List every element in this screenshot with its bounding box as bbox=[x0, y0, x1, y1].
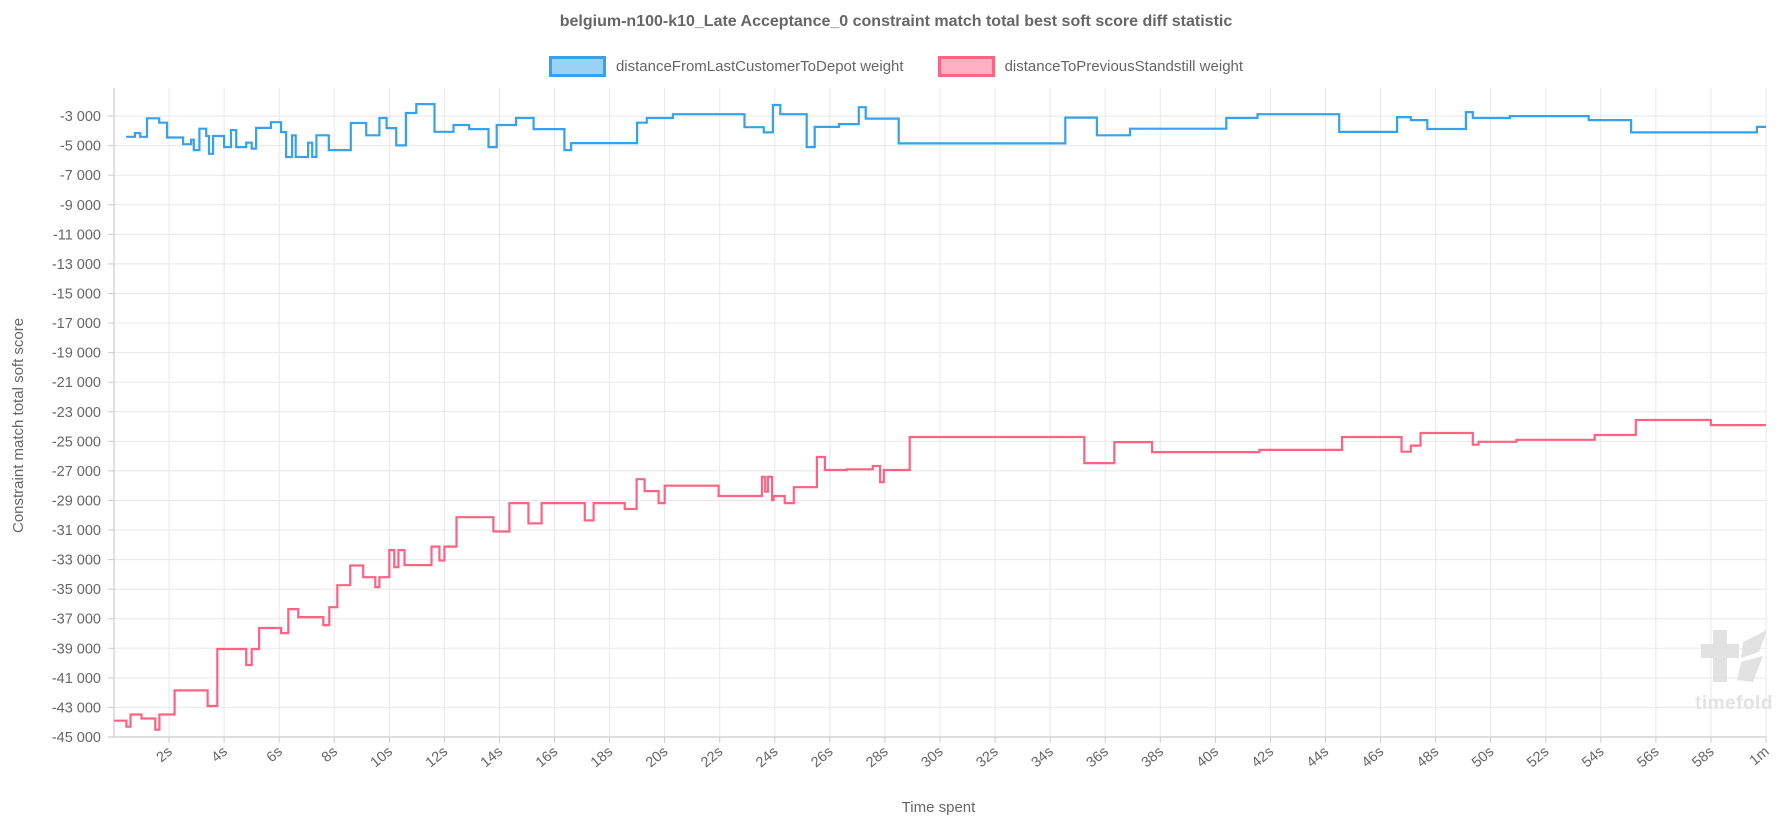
x-tick-label: 22s bbox=[698, 744, 726, 771]
x-tick-label: 26s bbox=[808, 744, 836, 771]
legend-swatch-pink-icon bbox=[937, 56, 995, 77]
y-tick-label: -15 000 bbox=[52, 286, 101, 302]
x-tick-label: 32s bbox=[973, 744, 1001, 771]
x-tick-label: 46s bbox=[1359, 744, 1387, 771]
y-tick-label: -31 000 bbox=[52, 523, 101, 539]
x-tick-label: 40s bbox=[1194, 744, 1222, 771]
y-tick-label: -3 000 bbox=[60, 109, 101, 125]
y-axis-title: Constraint match total soft score bbox=[10, 317, 27, 533]
x-tick-label: 14s bbox=[478, 744, 506, 771]
y-tick-label: -29 000 bbox=[52, 493, 101, 509]
x-axis-title: Time spent bbox=[901, 799, 976, 816]
x-tick-label: 18s bbox=[588, 744, 616, 771]
x-tick-label: 58s bbox=[1689, 744, 1717, 771]
x-tick-label: 34s bbox=[1029, 744, 1057, 771]
y-tick-label: -37 000 bbox=[52, 612, 101, 628]
x-tick-label: 6s bbox=[264, 744, 286, 766]
y-tick-label: -41 000 bbox=[52, 671, 101, 687]
y-tick-label: -17 000 bbox=[52, 316, 101, 332]
y-tick-label: -45 000 bbox=[52, 730, 101, 746]
x-tick-label: 28s bbox=[863, 744, 891, 771]
y-tick-label: -5 000 bbox=[60, 139, 101, 155]
x-tick-label: 16s bbox=[533, 744, 561, 771]
y-tick-label: -33 000 bbox=[52, 553, 101, 569]
timefold-logo-icon bbox=[1701, 630, 1767, 682]
x-tick-label: 30s bbox=[918, 744, 946, 771]
series-line-distanceFromLastCustomerToDepot bbox=[126, 103, 1766, 159]
chart-title: belgium-n100-k10_Late Acceptance_0 const… bbox=[559, 13, 1233, 30]
x-tick-label: 44s bbox=[1304, 744, 1332, 771]
x-tick-label: 50s bbox=[1469, 744, 1497, 771]
timefold-watermark-text: timefold bbox=[1695, 693, 1773, 714]
y-tick-label: -25 000 bbox=[52, 434, 101, 450]
x-tick-label: 24s bbox=[753, 744, 781, 771]
y-tick-label: -11 000 bbox=[53, 227, 101, 243]
y-tick-label: -9 000 bbox=[60, 198, 101, 214]
x-tick-label: 8s bbox=[319, 744, 341, 766]
y-tick-label: -35 000 bbox=[52, 582, 101, 598]
y-tick-label: -39 000 bbox=[52, 641, 101, 657]
y-tick-label: -43 000 bbox=[52, 700, 101, 716]
x-tick-label: 12s bbox=[423, 744, 451, 771]
x-tick-label: 10s bbox=[368, 744, 396, 771]
legend-label: distanceFromLastCustomerToDepot weight bbox=[615, 58, 904, 75]
x-tick-label: 38s bbox=[1139, 744, 1167, 771]
x-tick-label: 52s bbox=[1524, 744, 1552, 771]
x-tick-label: 56s bbox=[1634, 744, 1662, 771]
y-tick-label: -19 000 bbox=[52, 346, 101, 362]
y-tick-label: -13 000 bbox=[52, 257, 101, 273]
timefold-watermark: timefold bbox=[1688, 628, 1780, 715]
y-tick-label: -27 000 bbox=[52, 464, 101, 480]
x-tick-label: 20s bbox=[643, 744, 671, 771]
legend-item-distance-to-previous-standstill[interactable]: distanceToPreviousStandstill weight bbox=[937, 56, 1244, 77]
x-tick-label: 36s bbox=[1084, 744, 1112, 771]
x-tick-label: 48s bbox=[1414, 744, 1442, 771]
y-tick-label: -23 000 bbox=[52, 405, 101, 421]
legend-item-distance-from-last-customer-to-depot[interactable]: distanceFromLastCustomerToDepot weight bbox=[548, 56, 904, 77]
legend: distanceFromLastCustomerToDepot weight d… bbox=[0, 56, 1792, 77]
x-tick-label: 2s bbox=[154, 744, 176, 766]
y-tick-label: -21 000 bbox=[52, 375, 101, 391]
x-tick-label: 4s bbox=[209, 744, 231, 766]
x-tick-label: 54s bbox=[1579, 744, 1607, 771]
series-line-distanceToPreviousStandstill bbox=[114, 418, 1766, 731]
x-tick-label: 1m bbox=[1747, 744, 1773, 769]
x-tick-label: 42s bbox=[1249, 744, 1277, 771]
legend-label: distanceToPreviousStandstill weight bbox=[1004, 58, 1244, 75]
legend-swatch-blue-icon bbox=[548, 56, 606, 77]
y-tick-label: -7 000 bbox=[60, 168, 101, 184]
